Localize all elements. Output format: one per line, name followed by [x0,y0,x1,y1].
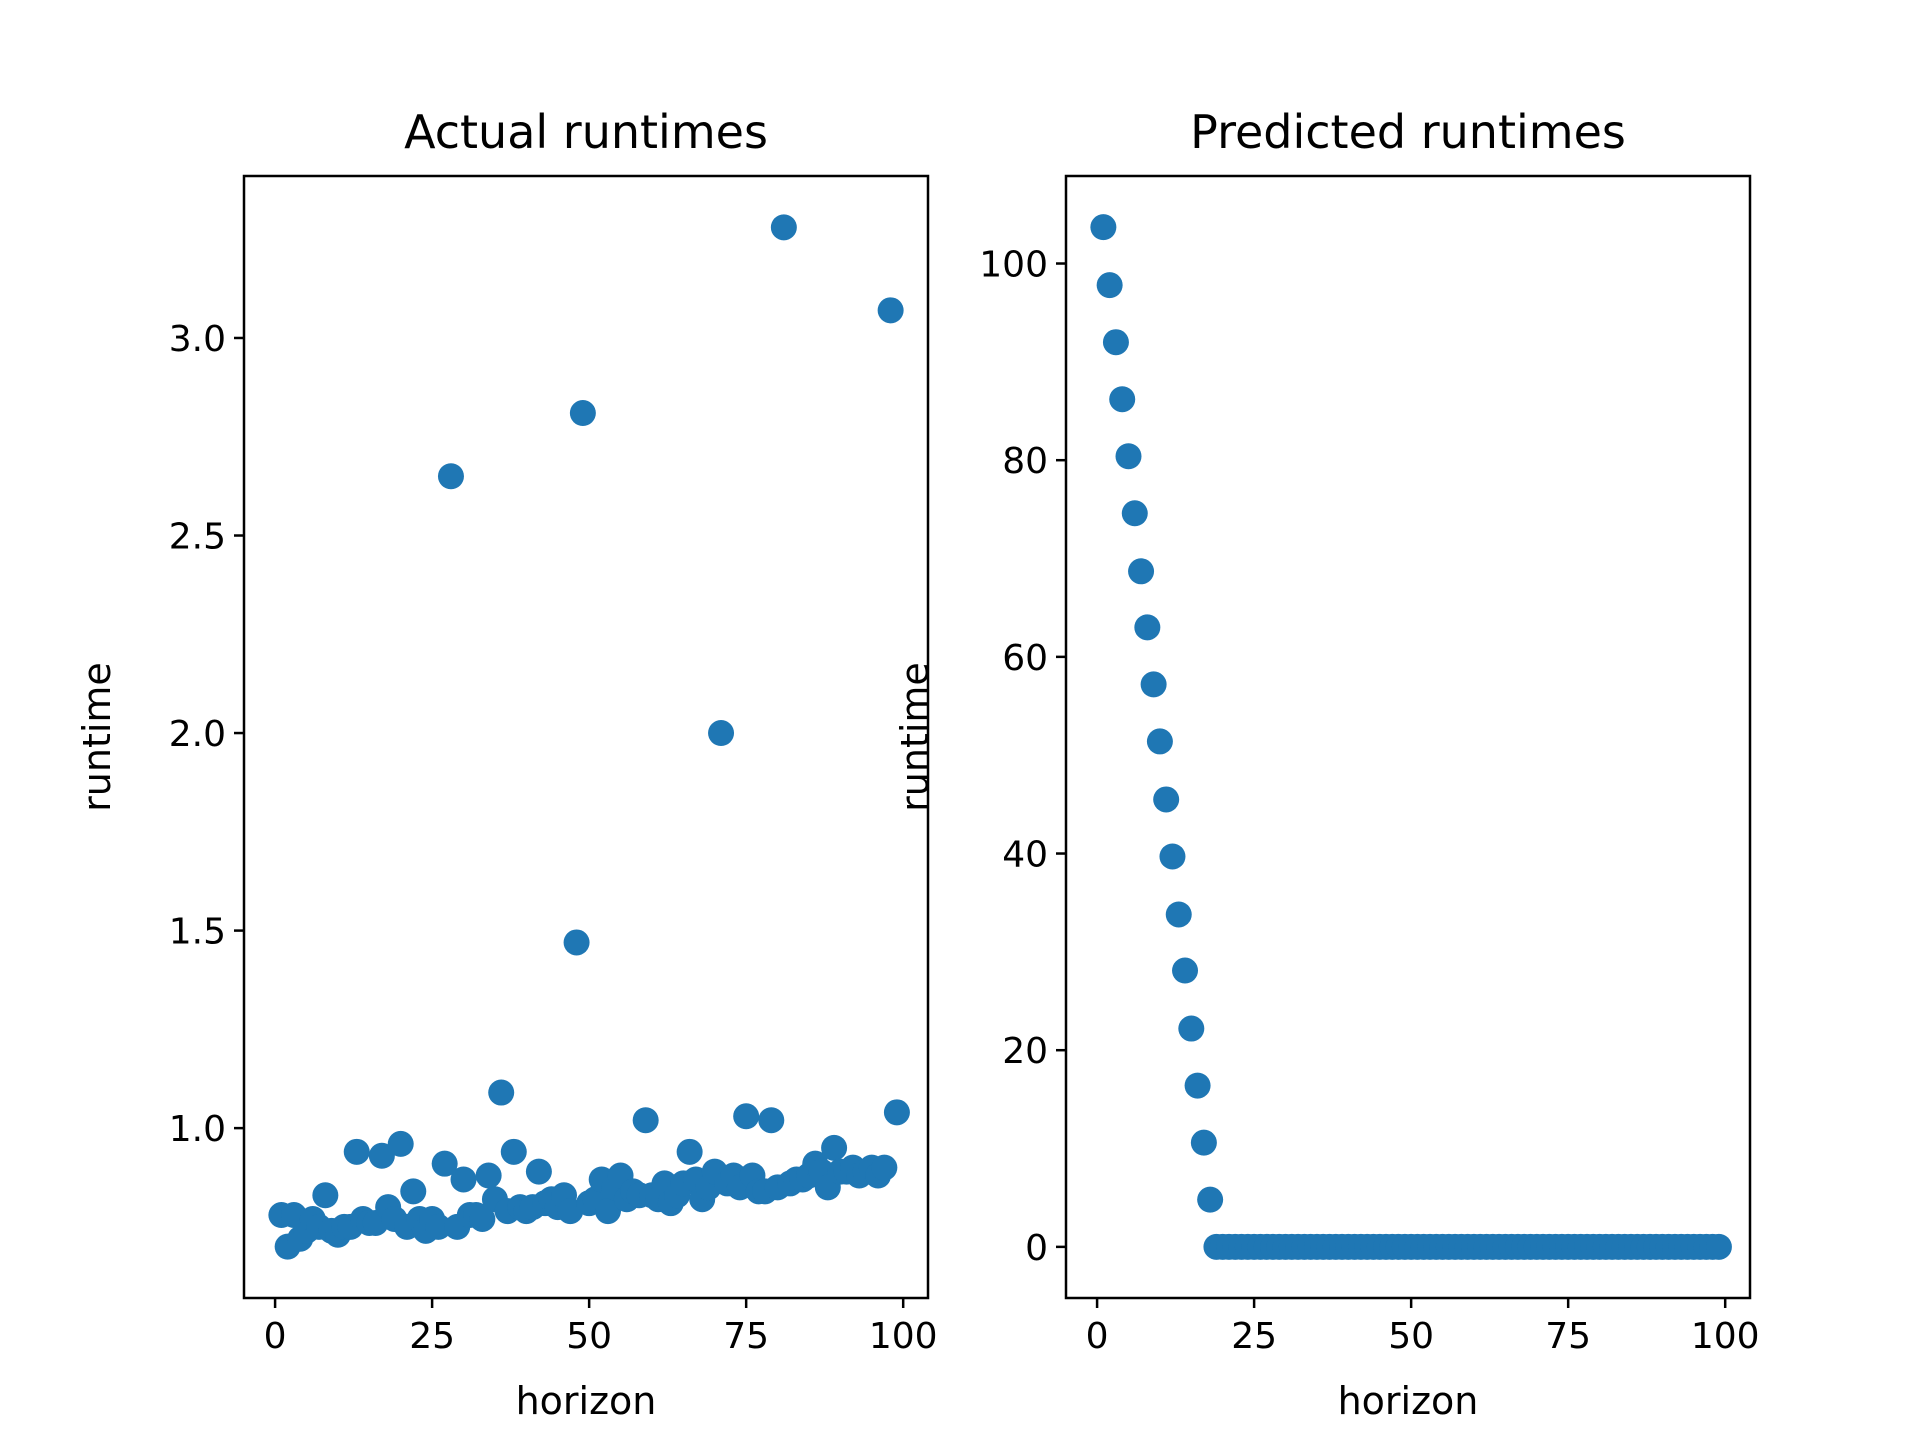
data-point [1134,614,1161,641]
data-point [1178,1015,1205,1042]
data-point [500,1138,527,1165]
y-tick-label: 20 [1002,1031,1048,1072]
data-point [450,1166,477,1193]
data-point [1115,443,1142,470]
data-point [883,1099,910,1126]
data-point [400,1178,427,1205]
x-tick-label: 100 [1691,1316,1760,1357]
data-point [770,214,797,241]
data-point [569,400,596,427]
data-points [1090,214,1732,1260]
data-point [1153,786,1180,813]
data-point [758,1107,785,1134]
y-axis-label: runtime [75,662,119,812]
data-points [268,214,910,1260]
data-point [488,1079,515,1106]
y-tick-label: 1.5 [169,912,226,953]
y-tick-label: 1.0 [169,1109,226,1150]
data-point [1102,329,1129,356]
data-point [821,1134,848,1161]
data-point [871,1154,898,1181]
x-tick-label: 75 [1545,1316,1591,1357]
data-point [1109,386,1136,413]
data-point [437,463,464,490]
x-tick-label: 50 [1388,1316,1434,1357]
data-point [1159,843,1186,870]
x-tick-label: 50 [566,1316,612,1357]
y-tick-label: 100 [979,245,1048,286]
data-point [368,1142,395,1169]
data-point [1090,214,1117,241]
actual-runtimes-panel: 0 25 50 75 100 1.0 1.5 2.0 2.5 3.0 Actual runtimes… [75,105,938,1423]
data-point [877,297,904,324]
y-tick-label: 3.0 [169,319,226,360]
data-point [469,1205,496,1232]
axes-frame [242,174,930,1300]
data-point [1140,671,1167,698]
data-point [425,1213,452,1240]
data-point [312,1182,339,1209]
x-tick-label: 0 [1086,1316,1109,1357]
data-point [1165,901,1192,928]
y-tick-label: 2.0 [169,714,226,755]
x-tick-label: 25 [409,1316,455,1357]
data-point [1172,957,1199,984]
y-tick-label: 40 [1002,835,1048,876]
chart-title: Predicted runtimes [1190,105,1626,159]
data-point [676,1138,703,1165]
data-point [387,1130,414,1157]
data-point [733,1103,760,1130]
data-point [1121,500,1148,527]
x-tick-label: 100 [869,1316,938,1357]
data-point [1096,272,1123,299]
x-tick-label: 75 [723,1316,769,1357]
y-tick-label: 0 [1025,1228,1048,1269]
data-point [1146,728,1173,755]
axes-frame [1064,174,1752,1300]
y-tick-label: 60 [1002,638,1048,679]
data-point [343,1138,370,1165]
data-point [708,720,735,747]
data-point [1197,1186,1224,1213]
y-axis-label: runtime [893,662,937,812]
x-axis-label: horizon [516,1379,657,1423]
data-point [1705,1233,1732,1260]
y-tick-label: 2.5 [169,517,226,558]
data-point [632,1107,659,1134]
data-point [431,1150,458,1177]
predicted-runtimes-panel: 0 25 50 75 100 0 20 40 60 80 100 Predicted runtimes… [893,105,1760,1423]
data-point [1184,1072,1211,1099]
data-point [594,1198,621,1225]
data-point [1190,1129,1217,1156]
x-axis-label: horizon [1338,1379,1479,1423]
x-tick-label: 25 [1231,1316,1277,1357]
y-tick-label: 80 [1002,441,1048,482]
data-point [563,929,590,956]
data-point [1128,558,1155,585]
chart-title: Actual runtimes [404,105,768,159]
x-tick-label: 0 [264,1316,287,1357]
data-point [525,1158,552,1185]
data-point [475,1162,502,1189]
